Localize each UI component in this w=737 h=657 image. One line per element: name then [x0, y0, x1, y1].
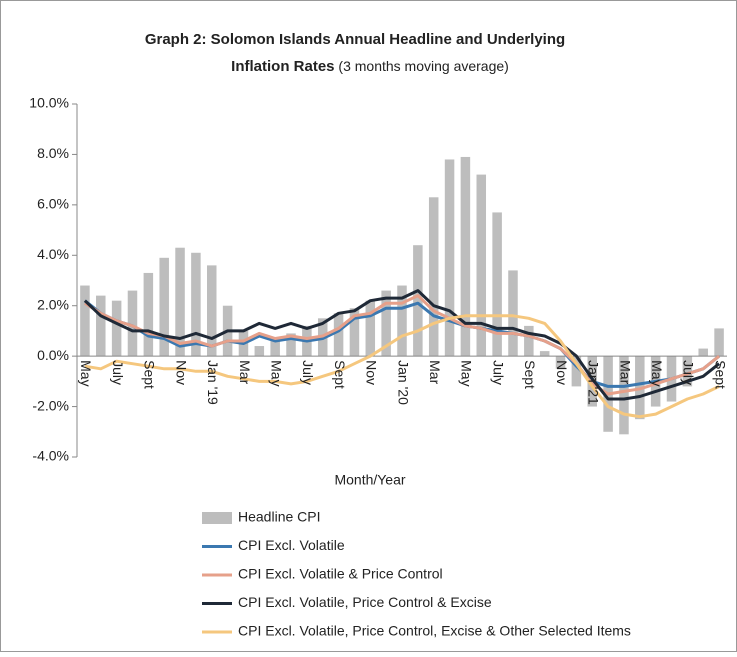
bar: [476, 174, 487, 357]
chart-title: Graph 2: Solomon Islands Annual Headline…: [145, 31, 565, 48]
y-tick-label: 10.0%: [29, 95, 69, 111]
bar: [397, 285, 407, 357]
bar: [80, 285, 90, 357]
x-axis-title: Month/Year: [334, 472, 405, 488]
x-tick-label: May: [459, 360, 475, 386]
y-tick-label: -4.0%: [32, 448, 69, 464]
x-tick-label: Sept: [712, 360, 728, 389]
bar: [539, 351, 550, 357]
line: [84, 294, 721, 396]
y-tick-label: 8.0%: [37, 145, 69, 161]
bar: [191, 252, 201, 357]
legend-label: CPI Excl. Volatile & Price Control: [238, 566, 443, 582]
bar: [286, 333, 296, 357]
x-tick-label: Nov: [173, 360, 189, 385]
bar: [159, 257, 169, 357]
x-tick-label: July: [300, 360, 316, 385]
bar: [207, 265, 217, 357]
x-tick-label: Mar: [237, 360, 253, 384]
x-tick-label: May: [649, 360, 665, 386]
bar: [619, 356, 629, 435]
bar: [682, 356, 693, 387]
legend-label: CPI Excl. Volatile, Price Control & Exci…: [238, 594, 492, 610]
legend-label: Headline CPI: [238, 509, 321, 525]
x-tick-label: Nov: [364, 360, 380, 385]
x-tick-label: Jan '20: [395, 360, 411, 405]
y-tick-label: 0.0%: [37, 347, 69, 363]
x-tick-label: Mar: [617, 360, 633, 384]
bar: [143, 272, 154, 357]
x-tick-label: July: [110, 360, 126, 385]
y-tick-label: 2.0%: [37, 296, 69, 312]
bar: [111, 300, 122, 357]
x-tick-label: July: [490, 360, 506, 385]
x-tick-label: Mar: [427, 360, 443, 384]
bar: [127, 290, 138, 357]
y-tick-label: 4.0%: [37, 246, 69, 262]
bar: [508, 270, 518, 357]
bar: [270, 341, 280, 357]
bar: [698, 348, 708, 357]
legend-marker: [202, 512, 232, 524]
bar: [428, 197, 439, 357]
x-tick-label: May: [78, 360, 94, 386]
bar: [333, 313, 344, 357]
x-tick-label: May: [268, 360, 284, 386]
bar: [714, 328, 724, 357]
x-tick-label: Jan '19: [205, 360, 221, 405]
bar: [444, 159, 455, 357]
bar: [413, 245, 423, 357]
bar: [349, 308, 360, 357]
chart-title: Inflation Rates: [231, 58, 334, 75]
legend-label: CPI Excl. Volatile, Price Control, Excis…: [238, 623, 631, 639]
x-tick-label: July: [681, 360, 697, 385]
line: [84, 314, 720, 419]
legend-label: CPI Excl. Volatile: [238, 537, 345, 553]
x-tick-label: Jan '21: [586, 360, 602, 405]
bar: [254, 346, 265, 357]
line: [83, 299, 721, 388]
bar: [571, 356, 582, 387]
line: [83, 289, 721, 401]
bar: [381, 290, 391, 357]
x-tick-label: Sept: [522, 360, 538, 389]
x-tick-label: Nov: [554, 360, 570, 385]
bar: [555, 356, 566, 369]
chart-title-line: Inflation Rates (3 months moving average…: [231, 58, 509, 75]
x-tick-label: Sept: [142, 360, 158, 389]
bar: [524, 325, 534, 357]
bar: [175, 247, 185, 357]
chart-subtitle: (3 months moving average): [338, 58, 508, 74]
y-tick-label: 6.0%: [37, 196, 69, 212]
y-tick-label: -2.0%: [32, 397, 69, 413]
bar: [460, 156, 471, 357]
bar: [492, 212, 502, 357]
bar: [96, 295, 106, 357]
x-tick-label: Sept: [332, 360, 348, 389]
bar: [365, 300, 376, 357]
